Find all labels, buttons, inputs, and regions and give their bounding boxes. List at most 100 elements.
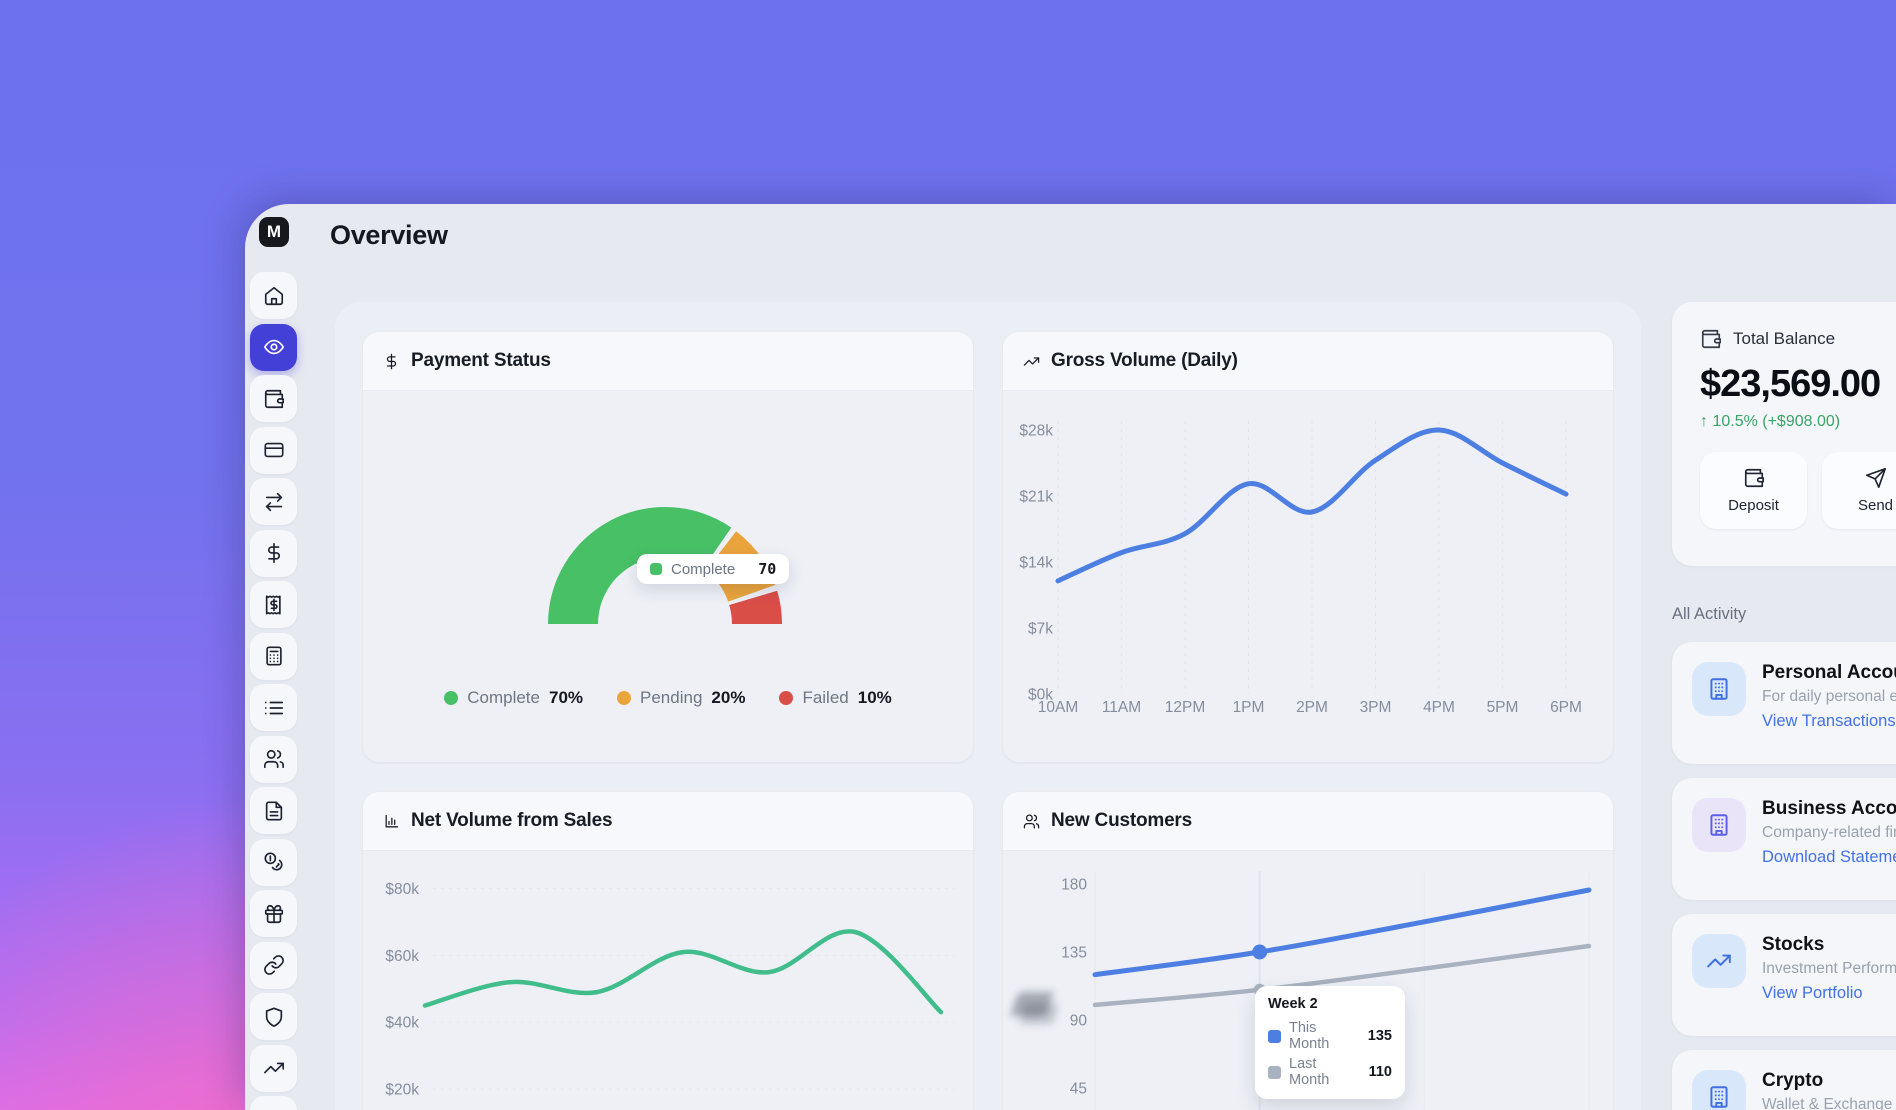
activity-text: Personal Account For daily personal expe… (1762, 662, 1896, 744)
sidebar-item-coins[interactable] (250, 838, 297, 886)
tooltip-value: 70 (758, 560, 777, 578)
card-title: Net Volume from Sales (411, 810, 613, 831)
svg-text:$0k: $0k (1028, 687, 1053, 704)
sidebar-item-transfer-arrows[interactable] (250, 478, 297, 525)
sidebar-item-list[interactable] (250, 684, 297, 731)
svg-text:10AM: 10AM (1038, 699, 1079, 716)
app-window: M Overview Payment Status Complete 70 Co… (245, 204, 1896, 1110)
sidebar-item-calculator[interactable] (250, 632, 297, 680)
new-customers-card-header: New Customers (1003, 792, 1613, 851)
wallet-icon (1701, 329, 1721, 349)
sidebar-item-app-window[interactable] (250, 1096, 297, 1110)
sidebar-item-receipt[interactable] (250, 581, 297, 628)
send-button-label: Send (1857, 497, 1894, 514)
legend-item: Complete 70% (444, 688, 583, 708)
gross-volume-line-chart[interactable]: $28k $21k $14k $7k $0k 10AM 11AM 12PM 1PM 2PM 3PM 4… (1003, 391, 1613, 762)
trending-up-icon (263, 1062, 284, 1074)
sidebar-item-wallet[interactable] (250, 375, 297, 422)
activity-description: Investment Performance (1762, 960, 1896, 977)
sidebar-item-link[interactable] (250, 941, 297, 989)
total-balance-amount: $23,569.00 (1700, 363, 1881, 405)
dollar-icon (267, 543, 280, 563)
svg-text:$28k: $28k (1019, 423, 1053, 440)
tooltip-label: Last Month (1289, 1056, 1330, 1088)
all-activity-heading: All Activity (1672, 605, 1747, 623)
sidebar-item-gift[interactable] (250, 890, 297, 937)
svg-text:$7k: $7k (1028, 621, 1053, 638)
credit-card-icon (263, 442, 284, 458)
activity-title: Personal Account (1762, 662, 1896, 683)
payment-gauge-chart[interactable]: Complete 70 Complete 70% Pending 20% Failed 1… (363, 391, 973, 762)
gross-volume-card-header: Gross Volume (Daily) (1003, 332, 1613, 391)
legend-item: Failed 10% (779, 688, 892, 708)
chart-canvas: $80k $60k $40k $20k (385, 881, 955, 1099)
total-balance-change: ↑ 10.5% (+$908.00) (1700, 413, 1841, 430)
sidebar-item-users[interactable] (250, 735, 297, 783)
activity-item[interactable]: Stocks Investment Performance View Portf… (1672, 914, 1896, 1036)
activity-item[interactable]: Personal Account For daily personal expe… (1672, 642, 1896, 764)
svg-text:135: 135 (1061, 945, 1087, 962)
card-title: New Customers (1051, 810, 1192, 831)
legend-label: Failed (802, 688, 849, 707)
net-volume-line-chart[interactable]: $80k $60k $40k $20k (363, 851, 973, 1110)
page-title: Overview (330, 220, 448, 250)
sidebar-item-trending-up[interactable] (250, 1044, 297, 1092)
receipt-icon (265, 594, 281, 615)
trending-up-icon (1023, 353, 1040, 370)
customers-tooltip: Week 2 This Month 135 Last Month 110 (1255, 986, 1405, 1099)
activity-link[interactable]: View Portfolio (1762, 984, 1863, 1002)
new-customers-line-chart[interactable]: 180 135 90 45 Week 2 This Month 135 Last Mo… (1003, 851, 1613, 1110)
sidebar-nav (250, 272, 297, 1110)
net-volume-card: Net Volume from Sales $80k $60k $40k $20k (363, 792, 973, 1110)
tooltip-row: This Month 135 (1268, 1020, 1392, 1052)
svg-text:11AM: 11AM (1102, 699, 1141, 716)
legend-value: 10% (857, 688, 892, 707)
send-button[interactable]: Send (1822, 452, 1896, 529)
activity-description: Wallet & Exchange (1762, 1096, 1893, 1110)
gift-icon (264, 904, 283, 923)
balance-actions: Deposit Send (1700, 452, 1896, 529)
svg-text:3PM: 3PM (1360, 699, 1392, 716)
activity-item[interactable]: Crypto Wallet & Exchange (1672, 1050, 1896, 1110)
activity-link[interactable]: View Transactions (1762, 712, 1896, 730)
list-icon (264, 701, 283, 714)
bar-chart-icon (383, 813, 400, 830)
legend-dot (444, 691, 459, 705)
svg-text:4PM: 4PM (1423, 699, 1455, 716)
home-icon (264, 286, 283, 305)
net-volume-card-header: Net Volume from Sales (363, 792, 973, 851)
activity-icon-tile (1692, 662, 1746, 716)
sidebar-item-file-text[interactable] (250, 787, 297, 834)
deposit-button[interactable]: Deposit (1700, 452, 1807, 529)
dashboard-grid: Payment Status Complete 70 Complete 70% Pe… (363, 332, 1613, 1110)
activity-list: Personal Account For daily personal expe… (1672, 642, 1896, 1110)
legend-item: Pending 20% (617, 688, 745, 708)
svg-text:6PM: 6PM (1550, 699, 1582, 716)
activity-text: Business Account Company-related finance… (1762, 798, 1896, 880)
sidebar-item-shield[interactable] (250, 993, 297, 1040)
activity-title: Business Account (1762, 798, 1896, 819)
total-balance-label: Total Balance (1733, 329, 1836, 348)
deposit-button-label: Deposit (1728, 497, 1779, 514)
activity-text: Crypto Wallet & Exchange (1762, 1070, 1892, 1110)
sidebar-item-home[interactable] (250, 272, 297, 319)
svg-text:1PM: 1PM (1233, 699, 1265, 716)
svg-text:$14k: $14k (1019, 555, 1053, 572)
card-title: Gross Volume (Daily) (1051, 350, 1238, 371)
activity-icon-tile (1692, 1070, 1746, 1110)
sidebar-item-credit-card[interactable] (250, 426, 297, 474)
sidebar-item-dollar[interactable] (250, 529, 297, 577)
trending-up-icon (1707, 954, 1731, 968)
tooltip-swatch (650, 563, 662, 575)
users-icon (263, 749, 284, 769)
app-logo[interactable]: M (259, 217, 289, 247)
activity-description: Company-related finances (1762, 824, 1896, 841)
svg-text:$40k: $40k (385, 1015, 419, 1032)
activity-item[interactable]: Business Account Company-related finance… (1672, 778, 1896, 900)
transfer-arrows-icon (265, 492, 282, 511)
building-icon (1710, 1086, 1728, 1108)
wallet-icon (1743, 467, 1765, 489)
sidebar-item-eye[interactable] (250, 323, 297, 371)
building-icon (1710, 678, 1728, 700)
activity-link[interactable]: Download Statements (1762, 848, 1896, 866)
